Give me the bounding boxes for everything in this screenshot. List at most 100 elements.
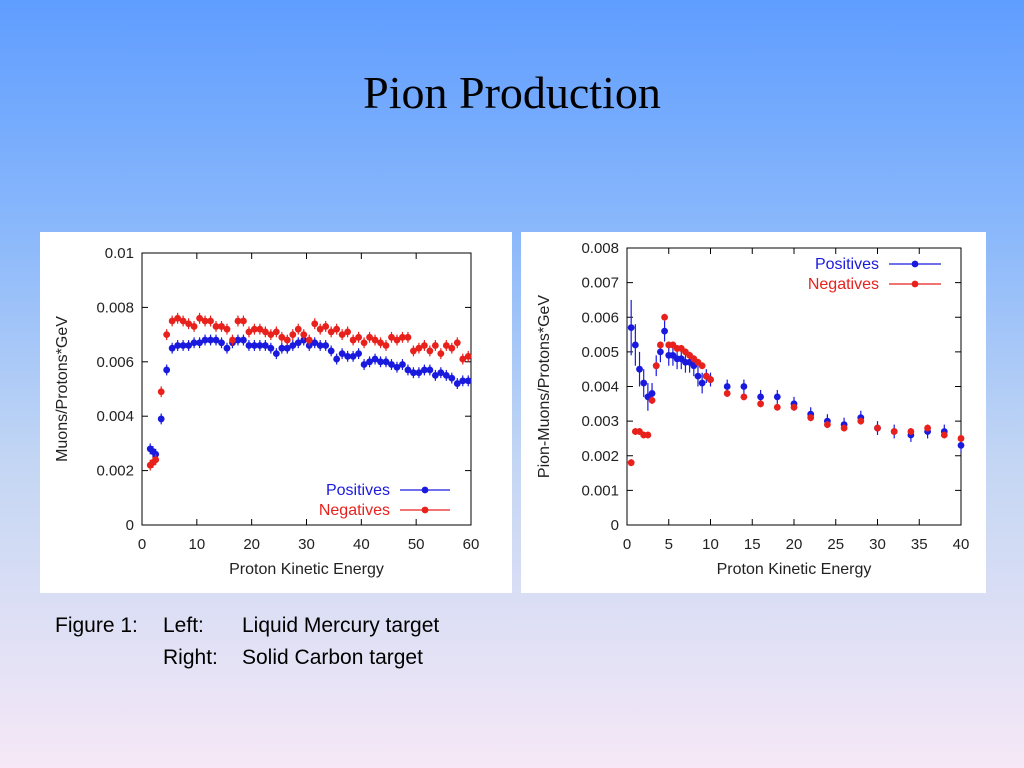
data-point bbox=[957, 435, 965, 442]
y-tick-label: 0.008 bbox=[96, 299, 134, 316]
data-point bbox=[437, 369, 445, 377]
data-point bbox=[223, 325, 231, 333]
data-point bbox=[366, 358, 373, 366]
data-point bbox=[355, 350, 362, 358]
data-point bbox=[163, 366, 171, 374]
legend-label-negatives: Negatives bbox=[808, 276, 879, 293]
data-point bbox=[333, 355, 341, 363]
data-point bbox=[240, 336, 247, 344]
x-tick-label: 0 bbox=[623, 536, 631, 553]
x-tick-label: 20 bbox=[243, 536, 260, 553]
data-point bbox=[404, 333, 412, 341]
data-point bbox=[245, 328, 253, 336]
data-point bbox=[824, 421, 831, 428]
data-point bbox=[245, 342, 253, 349]
data-point bbox=[168, 344, 176, 352]
data-point bbox=[410, 369, 417, 377]
data-point bbox=[640, 379, 648, 387]
data-point bbox=[415, 369, 423, 377]
data-point bbox=[333, 325, 341, 333]
data-point bbox=[256, 342, 264, 349]
data-point bbox=[289, 342, 297, 349]
data-point bbox=[740, 393, 748, 401]
legend-label-positives: Positives bbox=[815, 256, 879, 273]
data-point bbox=[218, 323, 225, 330]
data-point bbox=[698, 362, 706, 370]
data-point bbox=[251, 342, 258, 349]
data-point bbox=[196, 339, 203, 347]
caption-right-text: Solid Carbon target bbox=[242, 646, 423, 669]
data-point bbox=[694, 372, 702, 380]
x-tick-label: 20 bbox=[786, 536, 803, 553]
data-point bbox=[442, 372, 450, 379]
data-point bbox=[707, 376, 714, 383]
data-point bbox=[174, 342, 182, 349]
data-point bbox=[448, 374, 456, 382]
caption-left-label: Left: bbox=[163, 614, 204, 637]
data-point bbox=[657, 348, 664, 356]
slide-title: Pion Production bbox=[363, 67, 661, 118]
figure-caption: Figure 1: Left: Liquid Mercury target Righ… bbox=[55, 610, 439, 674]
data-point bbox=[294, 325, 302, 333]
data-point bbox=[723, 390, 731, 397]
data-point bbox=[940, 431, 948, 439]
data-point bbox=[890, 428, 898, 435]
caption-prefix: Figure 1: bbox=[55, 614, 138, 637]
data-point bbox=[240, 317, 247, 325]
x-tick-label: 25 bbox=[827, 536, 844, 553]
data-point bbox=[757, 393, 764, 401]
data-point bbox=[344, 328, 352, 336]
legend-label-positives: Positives bbox=[326, 482, 390, 499]
data-point bbox=[234, 317, 242, 325]
data-point bbox=[278, 344, 286, 352]
data-point bbox=[300, 336, 308, 344]
data-point bbox=[410, 347, 417, 355]
data-point bbox=[168, 317, 176, 325]
legend-marker bbox=[421, 506, 429, 514]
y-tick-label: 0.006 bbox=[96, 354, 134, 371]
series-positives bbox=[146, 334, 472, 460]
data-point bbox=[740, 383, 748, 390]
legend-marker bbox=[911, 280, 919, 288]
data-point bbox=[278, 333, 286, 341]
y-tick-label: 0 bbox=[611, 517, 619, 534]
data-point bbox=[459, 377, 467, 385]
data-point bbox=[464, 352, 472, 360]
series-negatives bbox=[146, 312, 472, 471]
y-tick-label: 0.002 bbox=[96, 463, 134, 480]
data-point bbox=[807, 414, 815, 422]
data-point bbox=[349, 336, 357, 344]
y-axis-label: Muons/Protons*GeV bbox=[54, 316, 71, 462]
data-point bbox=[267, 344, 275, 352]
x-tick-label: 15 bbox=[744, 536, 761, 553]
data-point bbox=[338, 331, 346, 338]
data-point bbox=[300, 331, 308, 338]
caption-right-label: Right: bbox=[163, 646, 218, 669]
legend-marker bbox=[911, 260, 919, 268]
chart-panel-carbon: 0 0.001 0.002 0.003 0.004 0.005 0.006 0.007 0.00… bbox=[521, 232, 986, 593]
data-point bbox=[311, 339, 319, 347]
data-point bbox=[757, 400, 764, 408]
data-point bbox=[459, 355, 467, 363]
data-point bbox=[201, 317, 209, 325]
data-point bbox=[261, 342, 269, 349]
x-tick-label: 5 bbox=[665, 536, 673, 553]
data-point bbox=[907, 428, 915, 435]
data-point bbox=[631, 341, 639, 349]
data-point bbox=[256, 325, 264, 333]
plot-frame bbox=[626, 247, 962, 526]
data-point bbox=[426, 366, 434, 374]
data-point bbox=[377, 358, 384, 366]
data-point bbox=[648, 396, 656, 404]
data-point bbox=[272, 328, 280, 336]
x-tick-label: 0 bbox=[138, 536, 146, 553]
data-point bbox=[174, 314, 182, 322]
data-point bbox=[355, 333, 362, 341]
data-point bbox=[415, 344, 423, 352]
x-tick-label: 30 bbox=[298, 536, 315, 553]
data-point bbox=[366, 333, 373, 341]
data-point bbox=[316, 325, 324, 333]
x-tick-label: 60 bbox=[463, 536, 480, 553]
data-point bbox=[464, 377, 472, 385]
data-point bbox=[212, 336, 220, 344]
